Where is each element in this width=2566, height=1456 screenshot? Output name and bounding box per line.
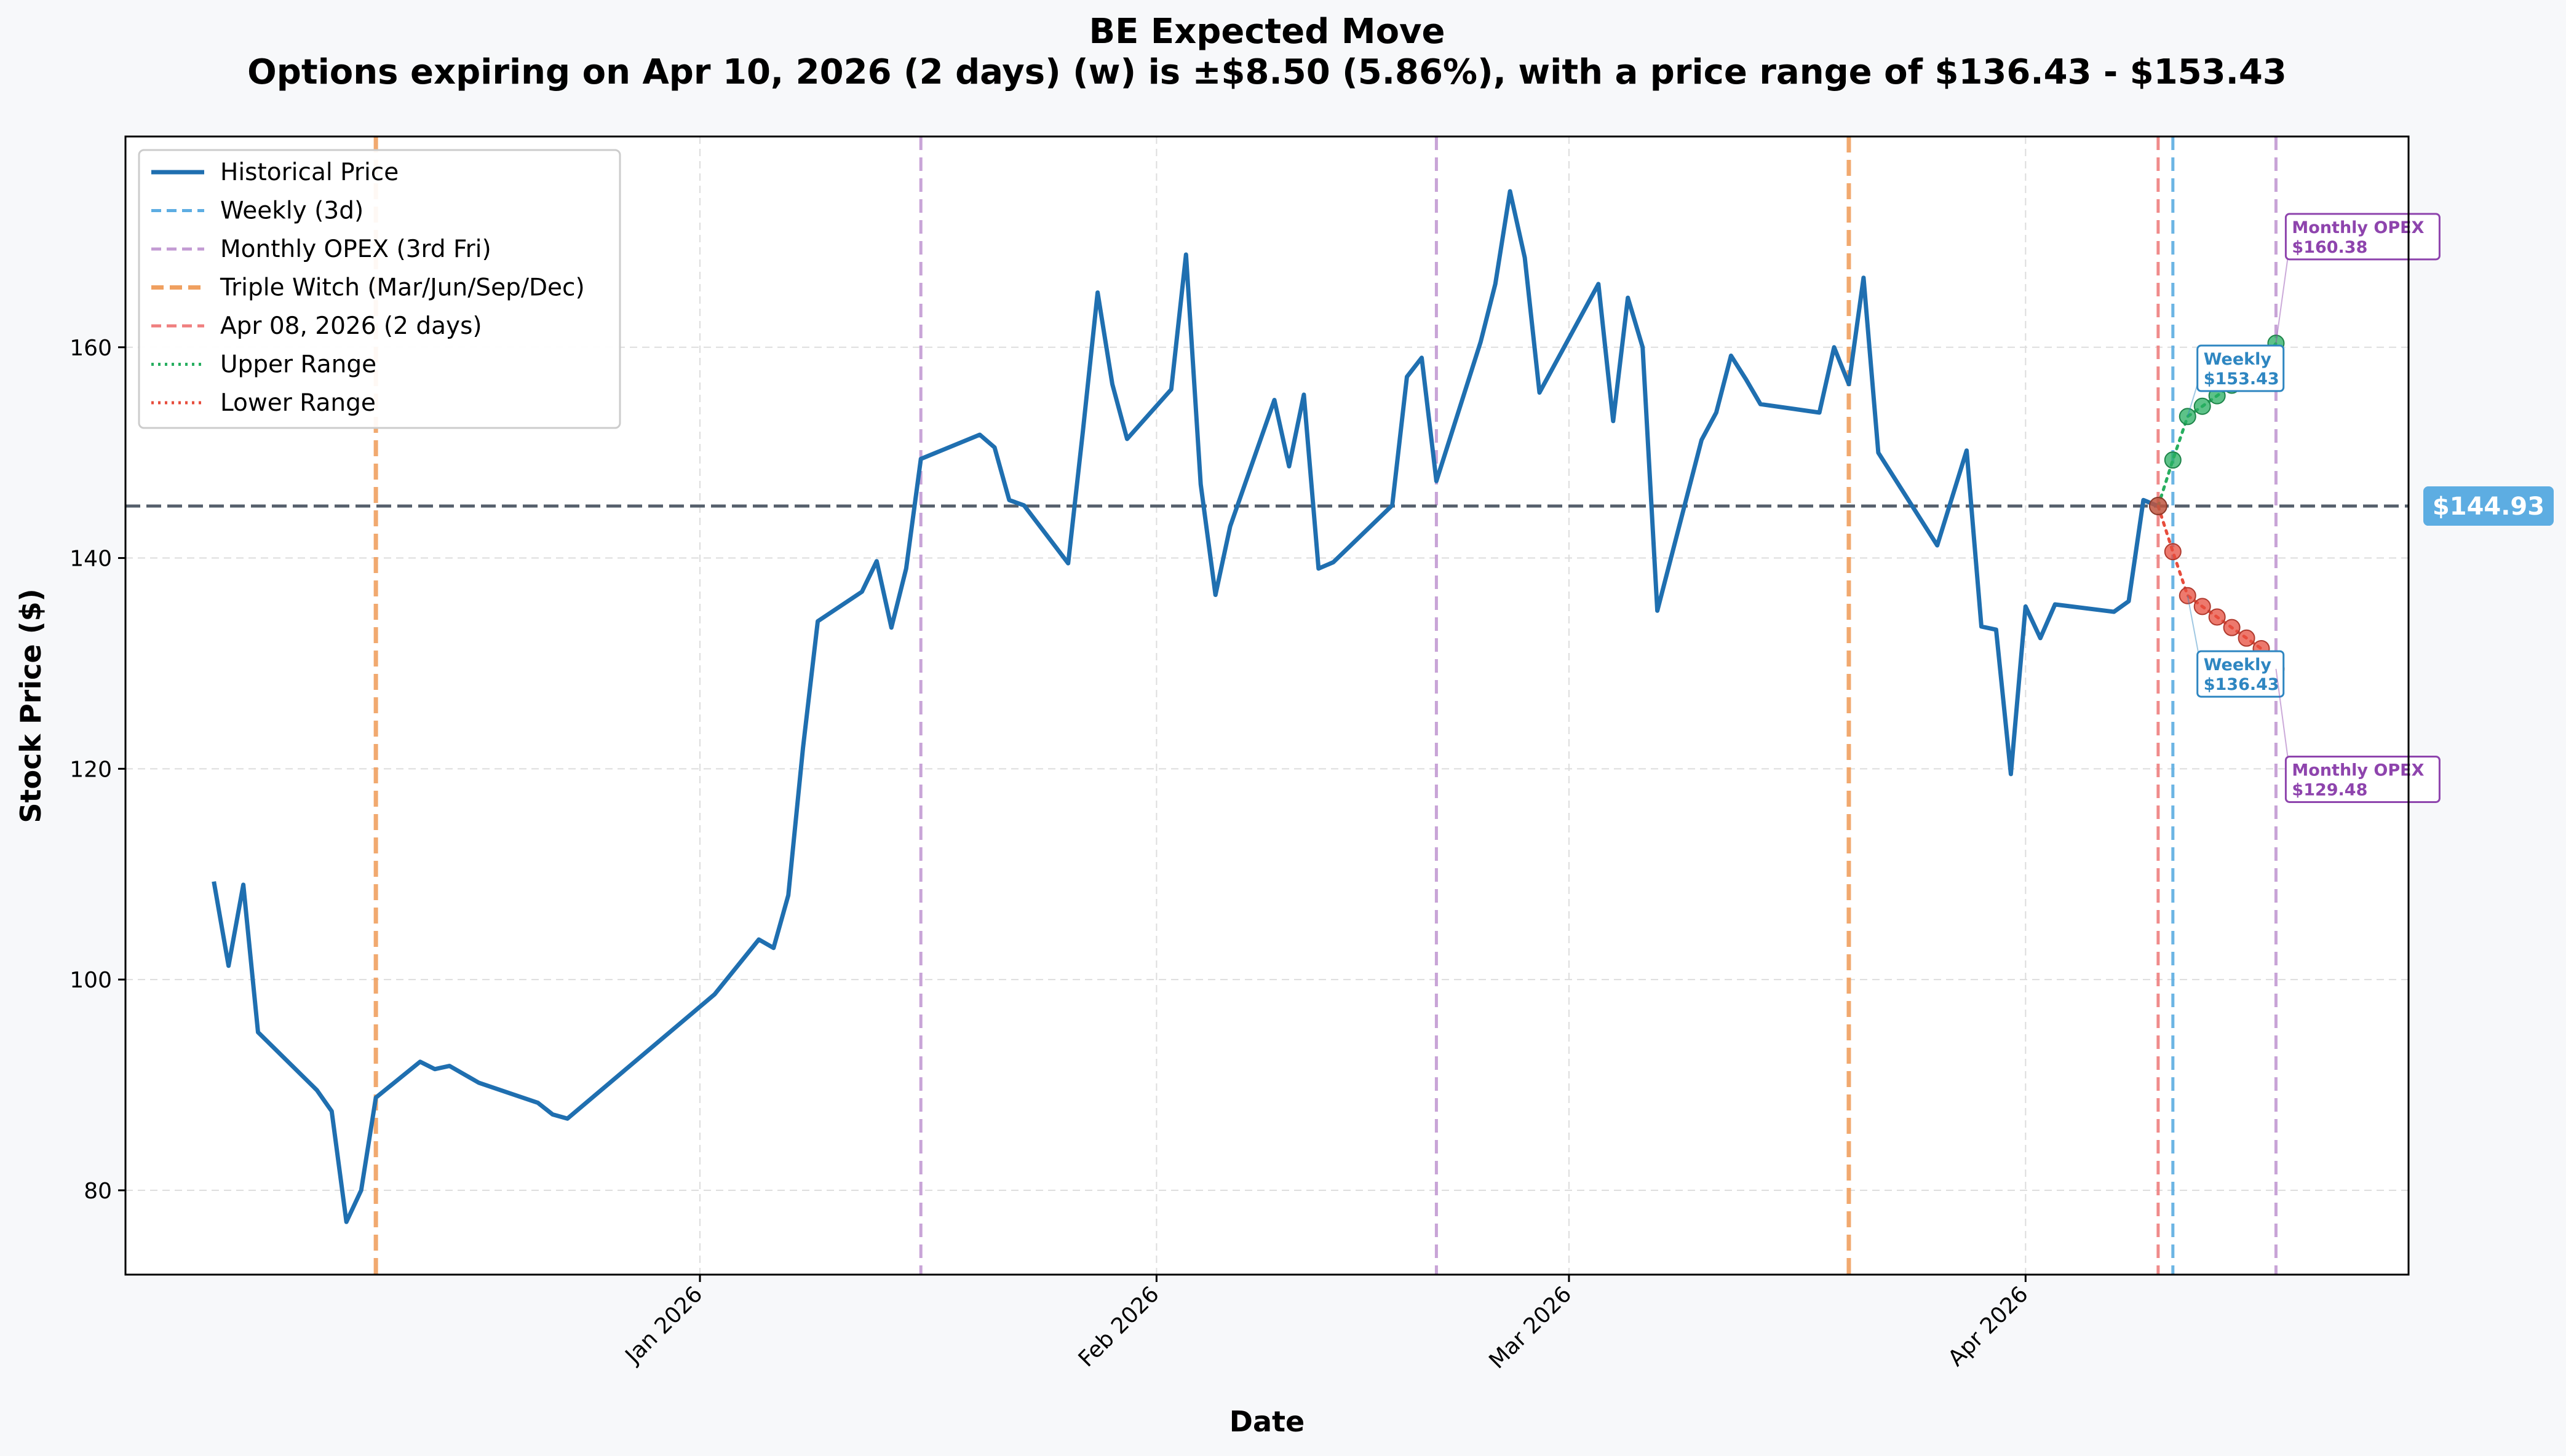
upper-range-point [2179, 408, 2196, 425]
lower-range-point [2208, 608, 2226, 626]
expiry-lines [125, 136, 2409, 1275]
x-tick-label: Mar 2026 [1484, 1281, 1576, 1374]
x-tick-label: Jan 2026 [620, 1281, 708, 1369]
chart-title: BE Expected Move [1089, 12, 1445, 52]
weekly-annotation-box [2196, 650, 2285, 698]
lower-range-point [2193, 598, 2211, 615]
weekly-annotation-value: $136.43 [2204, 675, 2279, 694]
monthly-annotation-box [2284, 213, 2441, 261]
current-price-badge-box [2423, 486, 2554, 526]
monthly-annotation-box [2284, 755, 2441, 803]
current-price-badge-label: $144.93 [2433, 493, 2544, 521]
historical-price-line [212, 189, 2159, 1224]
x-tick-label: Apr 2026 [1944, 1281, 2033, 1371]
weekly-annotation-title: Weekly [2204, 655, 2272, 675]
legend-label-weekly: Weekly (3d) [220, 197, 363, 225]
y-tick-label: 80 [84, 1179, 112, 1204]
lower-range-point [2179, 587, 2196, 604]
legend: Historical Price Weekly (3d) Monthly OPEX … [138, 149, 621, 429]
y-tick-label: 160 [70, 336, 112, 361]
monthly-annotation-title: Monthly OPEX [2292, 218, 2424, 237]
weekly-annotation-box [2196, 344, 2285, 392]
lower-range-point [2238, 629, 2255, 647]
legend-label-lower: Lower Range [220, 389, 376, 417]
upper-range-point [2164, 451, 2182, 469]
y-tick-label: 140 [70, 547, 112, 572]
weekly-annotation-title: Weekly [2204, 350, 2272, 369]
x-tick-label: Feb 2026 [1074, 1281, 1164, 1372]
plot-frame [124, 135, 2410, 1276]
legend-label-price: Historical Price [220, 159, 399, 186]
monthly-annotation-value: $129.48 [2292, 780, 2367, 799]
upper-range-point [2193, 397, 2211, 415]
legend-label-monthly: Monthly OPEX (3rd Fri) [220, 235, 491, 263]
legend-label-upper: Upper Range [220, 351, 376, 379]
x-axis-label: Date [1229, 1405, 1305, 1438]
legend-label-triple_witch: Triple Witch (Mar/Jun/Sep/Dec) [220, 274, 585, 302]
weekly-annotation-value: $153.43 [2204, 370, 2279, 389]
grid [125, 136, 2409, 1275]
legend-label-today: Apr 08, 2026 (2 days) [220, 312, 482, 340]
legend-box [138, 149, 621, 429]
lower-range-point [2164, 543, 2182, 561]
current-price-point [2148, 497, 2167, 516]
y-tick-label: 120 [70, 757, 112, 782]
y-tick-label: 100 [70, 968, 112, 993]
chart-subtitle: Options expiring on Apr 10, 2026 (2 days… [247, 52, 2287, 92]
lower-range-point [2223, 619, 2241, 636]
current-price-badge: $144.93 [2423, 486, 2554, 526]
monthly-annotation-value: $160.38 [2292, 238, 2367, 257]
y-axis-label: Stock Price ($) [14, 588, 47, 823]
monthly-annotation-title: Monthly OPEX [2292, 761, 2424, 780]
